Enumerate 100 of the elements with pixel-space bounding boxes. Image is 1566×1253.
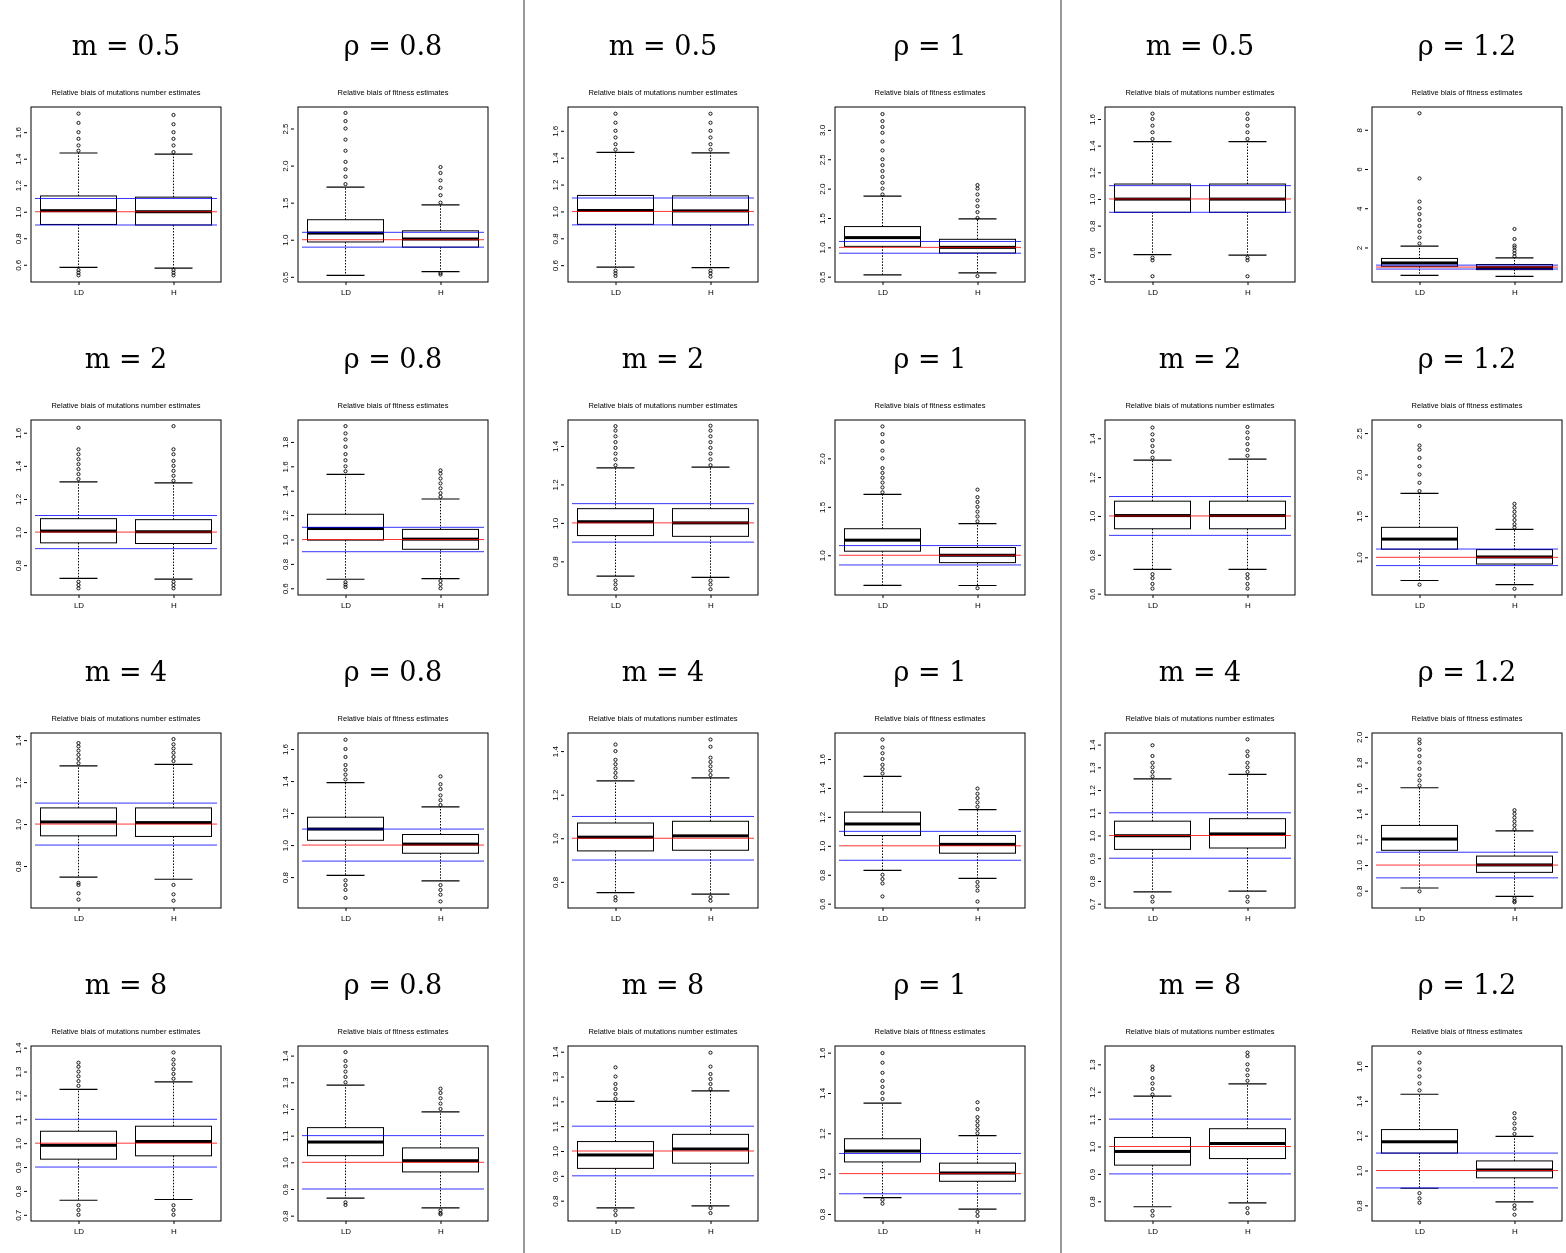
x-tick-label: H (1245, 601, 1252, 611)
y-tick-label: 0.6 (14, 259, 23, 271)
x-tick-label: H (1512, 288, 1519, 298)
x-tick-label: LD (610, 601, 622, 611)
y-tick-label: 1.2 (14, 1089, 23, 1102)
x-tick-label: LD (73, 914, 85, 924)
text: m = 8 (621, 969, 705, 1000)
x-tick-label: LD (1147, 1227, 1159, 1237)
x-tick-label: H (708, 288, 715, 298)
y-tick-label: 1.4 (551, 745, 560, 758)
y-tick-label: 4 (1355, 205, 1364, 211)
y-tick-label: 1.3 (14, 1065, 23, 1078)
y-tick-label: 0.4 (1088, 273, 1097, 285)
y-tick-label: 1.6 (14, 427, 23, 439)
y-tick-label: 1.4 (14, 460, 23, 472)
y-tick-label: 1.2 (281, 1103, 290, 1116)
y-tick-label: 0.5 (818, 271, 827, 283)
y-tick-label: 2.0 (1355, 731, 1364, 743)
y-tick-label: 0.6 (281, 582, 290, 595)
y-tick-label: 1.2 (1355, 833, 1364, 846)
y-tick-label: 0.8 (1355, 1199, 1364, 1212)
y-tick-label: 0.8 (1088, 875, 1097, 888)
y-tick-label: 8 (1355, 127, 1364, 133)
x-tick-label: LD (610, 914, 622, 924)
y-tick-label: 1.4 (818, 782, 827, 795)
x-tick-label: H (1245, 914, 1252, 924)
y-tick-label: 1.0 (551, 517, 560, 529)
y-tick-label: 1.4 (1355, 808, 1364, 820)
y-tick-label: 1.5 (818, 501, 827, 513)
x-tick-label: H (1512, 1227, 1519, 1237)
y-tick-label: 1.0 (281, 1156, 290, 1169)
text: ρ = 1 (893, 969, 967, 1000)
x-tick-label: LD (877, 601, 889, 611)
y-tick-label: 1.2 (1355, 1130, 1364, 1142)
y-tick-label: 3.0 (818, 124, 827, 136)
text: ρ = 1.2 (1417, 343, 1517, 374)
y-tick-label: 0.8 (14, 1185, 23, 1197)
y-tick-label: 1.4 (1088, 140, 1097, 152)
x-tick-label: H (171, 601, 178, 611)
y-tick-label: 0.8 (551, 876, 560, 888)
y-tick-label: 1.2 (14, 179, 23, 192)
y-tick-label: 1.2 (14, 776, 23, 789)
text: ρ = 0.8 (343, 30, 443, 61)
text: m = 4 (84, 656, 168, 687)
y-tick-label: 1.0 (281, 234, 290, 246)
text: m = 0.5 (1145, 30, 1255, 61)
y-tick-label: 2.5 (818, 153, 827, 166)
y-tick-label: 1.4 (1088, 738, 1097, 751)
y-tick-label: 2.0 (281, 159, 290, 172)
y-tick-label: 1.0 (818, 549, 827, 562)
y-tick-label: 1.5 (818, 212, 827, 225)
y-tick-label: 1.0 (551, 1145, 560, 1158)
x-tick-label: H (708, 601, 715, 611)
text: ρ = 1 (893, 343, 967, 374)
y-tick-label: 0.9 (1088, 1168, 1097, 1180)
y-tick-label: 1.2 (551, 178, 560, 191)
y-tick-label: 2.5 (1355, 427, 1364, 440)
y-tick-label: 1.8 (281, 436, 290, 449)
y-tick-label: 1.4 (281, 485, 290, 497)
y-tick-label: 1.6 (281, 743, 290, 756)
y-tick-label: 0.9 (14, 1161, 23, 1174)
y-tick-label: 1.6 (551, 125, 560, 137)
y-tick-label: 0.8 (281, 871, 290, 884)
x-tick-label: LD (877, 1227, 889, 1237)
y-tick-label: 1.4 (281, 775, 290, 788)
x-tick-label: H (171, 288, 178, 298)
y-tick-label: 1.0 (818, 1168, 827, 1180)
text: ρ = 0.8 (343, 969, 443, 1000)
y-tick-label: 1.6 (281, 460, 290, 473)
x-tick-label: LD (340, 1227, 352, 1237)
y-tick-label: 0.6 (551, 259, 560, 272)
y-tick-label: 0.8 (281, 1210, 290, 1222)
text: ρ = 1 (893, 656, 967, 687)
y-tick-label: 0.8 (1088, 1195, 1097, 1208)
y-tick-label: 1.0 (1355, 859, 1364, 872)
text: m = 2 (621, 343, 705, 374)
y-tick-label: 0.8 (281, 558, 290, 570)
x-tick-label: LD (73, 1227, 85, 1237)
y-tick-label: 1.0 (281, 533, 290, 546)
text: ρ = 0.8 (343, 656, 443, 687)
x-tick-label: H (1245, 1227, 1252, 1237)
x-tick-label: LD (1147, 914, 1159, 924)
x-tick-label: H (975, 1227, 982, 1237)
y-tick-label: 1.0 (14, 818, 23, 831)
y-tick-label: 1.5 (281, 197, 290, 209)
y-tick-label: 1.4 (551, 440, 560, 453)
y-tick-label: 0.8 (14, 232, 23, 245)
y-tick-label: 1.4 (281, 1049, 290, 1062)
y-tick-label: 1.4 (818, 1087, 827, 1100)
y-tick-label: 1.3 (281, 1076, 290, 1089)
y-tick-label: 0.8 (818, 869, 827, 881)
x-tick-label: H (438, 288, 445, 298)
x-tick-label: LD (1414, 1227, 1426, 1237)
x-tick-label: H (171, 1227, 178, 1237)
x-tick-label: LD (340, 288, 352, 298)
text: m = 8 (84, 969, 168, 1000)
y-tick-label: 1.2 (14, 493, 23, 506)
x-tick-label: H (438, 914, 445, 924)
x-tick-label: H (171, 914, 178, 924)
y-tick-label: 1.2 (551, 478, 560, 491)
